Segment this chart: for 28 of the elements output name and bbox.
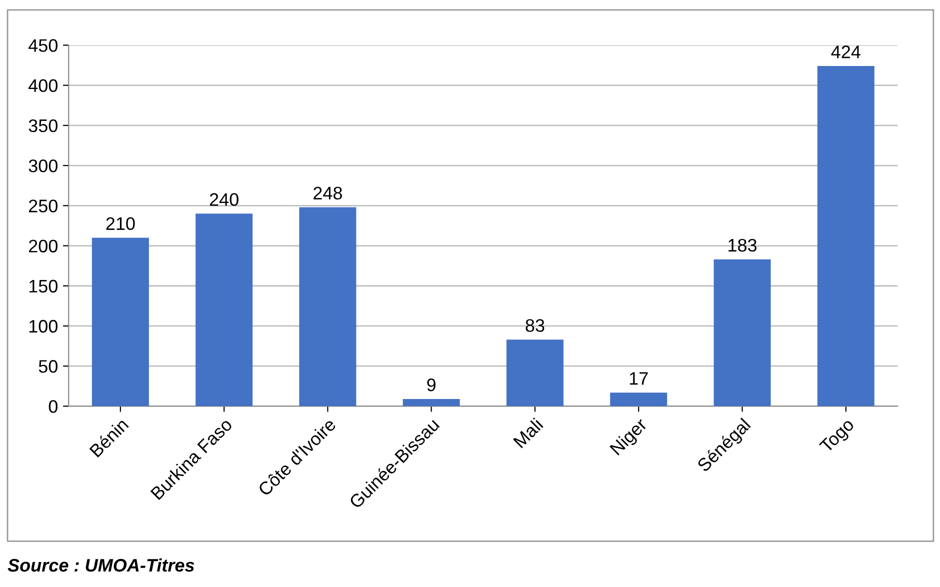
- y-tick-label: 0: [48, 400, 58, 413]
- bar: [196, 214, 253, 406]
- y-tick-label: 200: [28, 240, 58, 252]
- data-label: 83: [526, 319, 544, 332]
- source-note: Source : UMOA-Titres: [8, 558, 194, 572]
- data-label: 210: [106, 217, 135, 230]
- bar: [92, 238, 149, 406]
- bar: [610, 392, 668, 406]
- data-label: 240: [210, 193, 238, 206]
- bar: [817, 66, 874, 406]
- y-tick-label: 250: [28, 200, 58, 212]
- bar: [506, 340, 564, 406]
- y-tick-label: 450: [28, 39, 58, 52]
- y-tick-label: 100: [29, 320, 58, 333]
- y-tick-label: 150: [29, 280, 58, 293]
- bar: [299, 207, 356, 406]
- bar: [402, 398, 460, 406]
- data-label: 17: [630, 372, 648, 385]
- data-label: 248: [314, 186, 342, 200]
- y-tick-label: 400: [28, 79, 58, 92]
- data-label: 9: [427, 378, 436, 392]
- data-label: 424: [831, 46, 860, 58]
- y-tick-label: 50: [38, 360, 58, 373]
- x-tick-label: Togo: [818, 418, 858, 456]
- y-tick-label: 350: [28, 119, 58, 132]
- y-tick-label: 300: [28, 159, 58, 172]
- data-label: 183: [728, 238, 757, 252]
- bar: [714, 259, 771, 406]
